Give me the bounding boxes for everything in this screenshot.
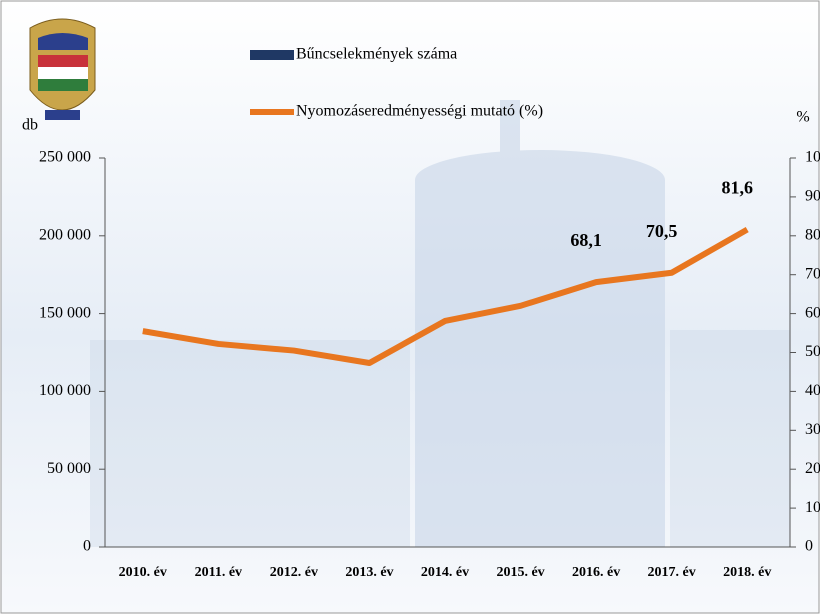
y-axis-title: db <box>22 117 38 134</box>
y2-axis-title: % <box>796 109 809 126</box>
y-tick-label: 100 000 <box>39 382 91 399</box>
y2-tick-label: 50 <box>805 343 820 360</box>
y2-tick-label: 100 <box>805 149 820 166</box>
y2-tick-label: 30 <box>805 421 820 438</box>
legend-label: Nyomozáseredményességi mutató (%) <box>296 103 543 120</box>
line-series <box>142 226 749 367</box>
value-label: 81,6 <box>721 178 753 198</box>
x-tick-label: 2013. év <box>345 565 393 580</box>
x-tick-label: 2012. év <box>270 565 318 580</box>
x-tick-label: 2011. év <box>195 565 242 580</box>
y2-tick-label: 60 <box>805 304 820 321</box>
y-tick-label: 0 <box>83 538 91 555</box>
legend: Bűncselekmények száma Nyomozáseredményess… <box>250 46 543 120</box>
y2-tick-label: 40 <box>805 382 820 399</box>
y2-tick-label: 0 <box>805 538 813 555</box>
x-tick-label: 2014. év <box>421 565 469 580</box>
x-tick-label: 2015. év <box>496 565 544 580</box>
x-tick-label: 2018. év <box>723 565 771 580</box>
y2-tick-label: 90 <box>805 188 820 205</box>
y2-tick-label: 20 <box>805 460 820 477</box>
y2-tick-label: 70 <box>805 265 820 282</box>
building-backdrop <box>90 100 790 547</box>
y2-tick-label: 10 <box>805 499 820 516</box>
police-logo <box>29 18 96 120</box>
legend-swatch <box>250 50 294 60</box>
value-label: 70,5 <box>646 221 678 241</box>
value-label: 68,1 <box>570 230 602 250</box>
y-tick-label: 50 000 <box>47 460 91 477</box>
x-tick-label: 2017. év <box>648 565 696 580</box>
y-tick-label: 250 000 <box>39 149 91 166</box>
legend-label: Bűncselekmények száma <box>296 46 457 63</box>
x-tick-label: 2016. év <box>572 565 620 580</box>
y-tick-label: 150 000 <box>39 304 91 321</box>
x-tick-label: 2010. év <box>119 565 167 580</box>
y2-tick-label: 80 <box>805 226 820 243</box>
y-tick-label: 200 000 <box>39 226 91 243</box>
